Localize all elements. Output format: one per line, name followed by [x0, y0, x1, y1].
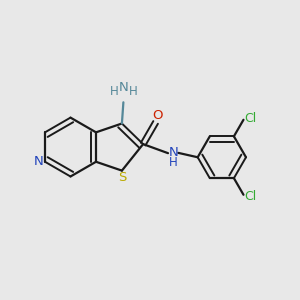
Text: Cl: Cl: [245, 112, 257, 125]
Text: N: N: [168, 146, 178, 159]
Text: S: S: [118, 171, 127, 184]
Text: N: N: [119, 81, 129, 94]
Text: H: H: [110, 85, 119, 98]
Text: O: O: [152, 110, 162, 122]
Text: Cl: Cl: [245, 190, 257, 203]
Text: N: N: [34, 155, 44, 168]
Text: H: H: [129, 85, 138, 98]
Text: H: H: [169, 156, 178, 170]
